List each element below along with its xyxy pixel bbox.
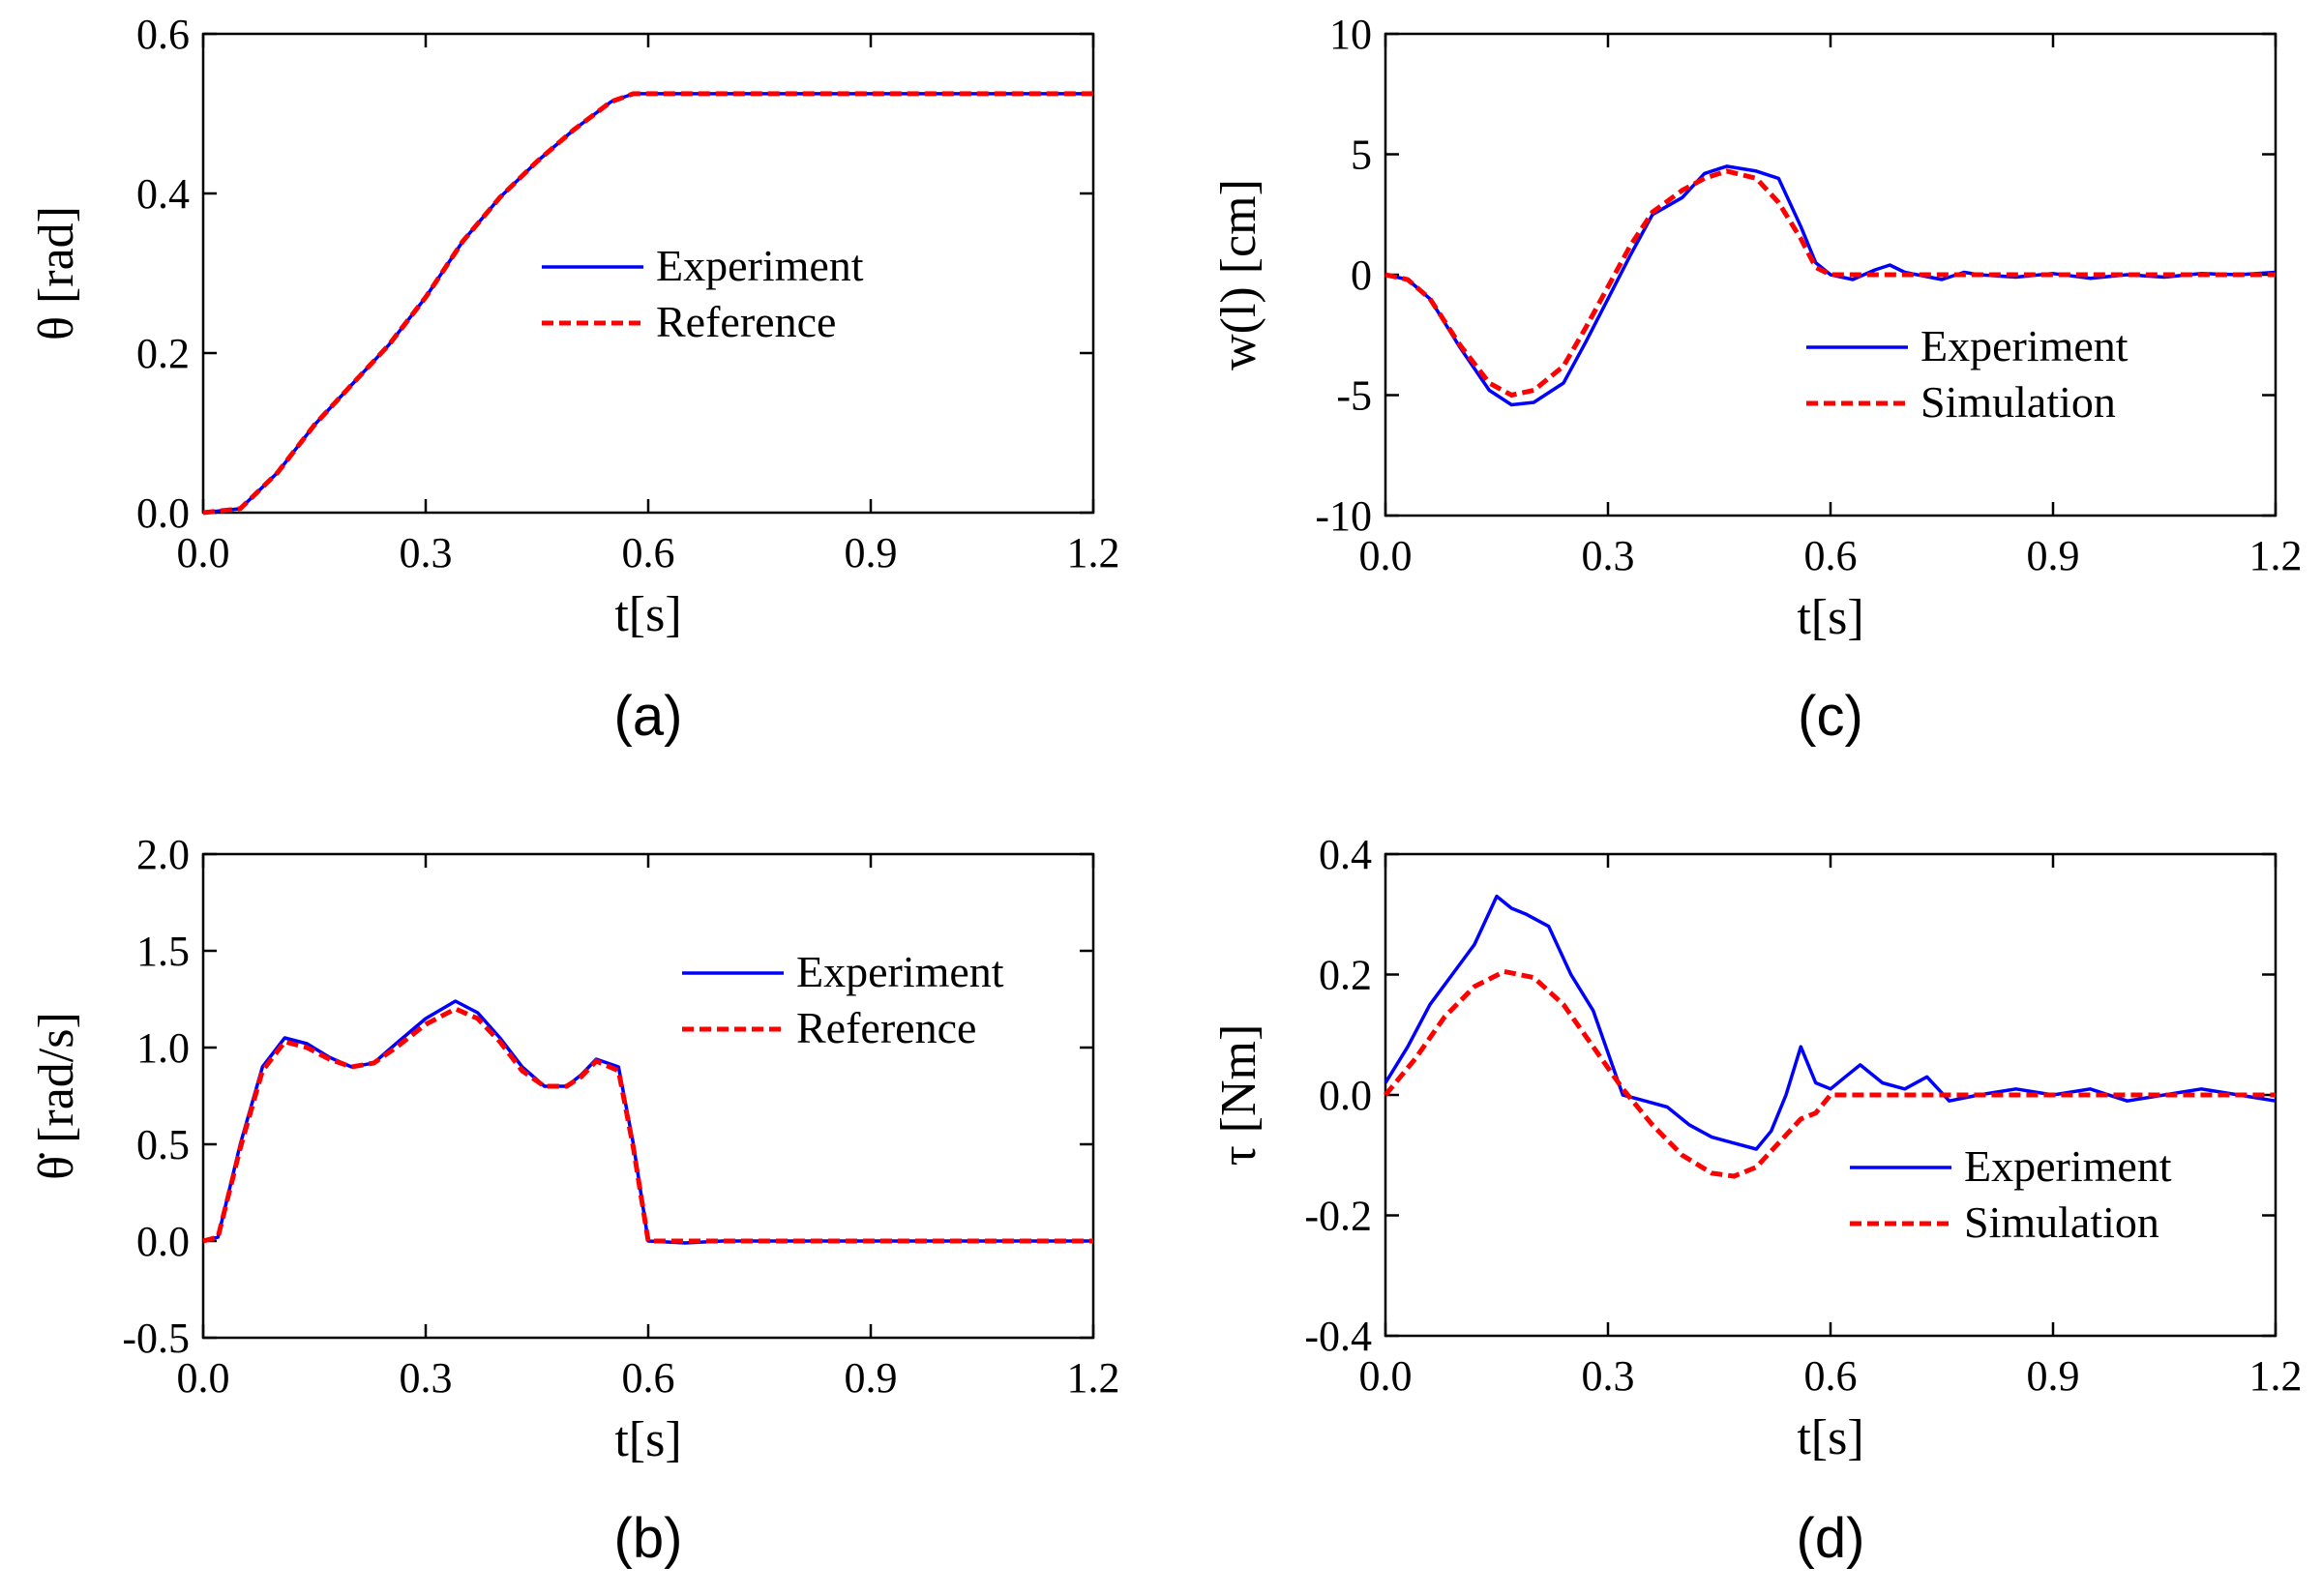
x-tick-label: 0.3 [1582, 1352, 1635, 1400]
x-tick-label: 0.3 [1582, 532, 1635, 579]
y-tick-label: 0.5 [136, 1121, 190, 1168]
y-tick-label: 2.0 [136, 831, 190, 878]
y-tick-label: 0.2 [1319, 952, 1372, 999]
panel-label: (a) [614, 685, 683, 748]
y-axis-label: θ [rad] [29, 206, 84, 340]
plot-frame [201, 32, 1095, 515]
series-line-experiment [1384, 164, 2277, 407]
x-axis-label: t[s] [614, 1412, 681, 1467]
y-axis-label: τ [Nm] [1211, 1024, 1266, 1167]
x-axis-label: t[s] [614, 587, 681, 642]
y-tick-label: -0.4 [1304, 1313, 1372, 1360]
legend-label-experiment: Experiment [1964, 1141, 2172, 1191]
y-tick-label: 5 [1351, 132, 1372, 179]
series-line-reference [202, 1006, 1093, 1244]
legend-label-experiment: Experiment [656, 241, 864, 290]
y-axis-label: w(l) [cm] [1211, 179, 1266, 370]
panel-label: (c) [1798, 685, 1863, 748]
panel-a: 0.0 0.3 0.6 0.9 1.2 0.0 0.2 0.4 0.6 t[s] θ [rad] (a… [29, 11, 1120, 748]
y-tick-label: 0 [1351, 251, 1372, 299]
plot-frame [201, 852, 1095, 1340]
legend-label-reference: Reference [796, 1003, 976, 1052]
x-tick-label: 0.0 [1359, 532, 1413, 579]
x-tick-label: 0.6 [1804, 532, 1858, 579]
y-tick-label: 0.6 [136, 11, 190, 58]
x-tick-label: 0.3 [400, 1354, 453, 1402]
legend-label-experiment: Experiment [1920, 321, 2128, 370]
series-line-experiment [1384, 894, 2277, 1151]
x-tick-label: 1.2 [2249, 1352, 2303, 1400]
panel-c: 0.0 0.3 0.6 0.9 1.2 -10 -5 0 5 10 t[s] w(l) [cm] (c)… [1211, 11, 2303, 748]
y-tick-label: 10 [1329, 11, 1372, 58]
legend-label-reference: Reference [656, 297, 836, 346]
y-tick-label: 0.4 [136, 170, 190, 218]
x-tick-label: 0.6 [622, 1354, 675, 1402]
x-tick-label: 0.6 [622, 529, 675, 576]
x-axis-label: t[s] [1797, 1410, 1863, 1465]
x-tick-label: 0.0 [177, 1354, 230, 1402]
legend-label-simulation: Simulation [1920, 377, 2116, 427]
x-tick-label: 1.2 [1067, 1354, 1120, 1402]
legend-label-simulation: Simulation [1964, 1197, 2159, 1247]
series-line-experiment [202, 92, 1093, 515]
y-tick-label: -5 [1336, 372, 1372, 420]
y-tick-label: -10 [1315, 492, 1372, 540]
y-tick-label: 1.0 [136, 1024, 190, 1072]
y-tick-label: 0.2 [136, 330, 190, 377]
y-tick-label: 0.0 [136, 489, 190, 537]
panel-label: (d) [1797, 1507, 1865, 1570]
x-axis-label: t[s] [1797, 590, 1863, 645]
series-line-reference [202, 91, 1093, 516]
x-tick-label: 0.9 [2027, 1352, 2080, 1400]
legend-label-experiment: Experiment [796, 947, 1004, 996]
x-tick-label: 0.9 [2027, 532, 2080, 579]
x-tick-label: 0.9 [845, 529, 898, 576]
y-axis-label: θ̇ [rad/s] [29, 1012, 84, 1180]
x-tick-label: 1.2 [2249, 532, 2303, 579]
series-line-simulation [1384, 168, 2276, 399]
x-tick-label: 1.2 [1067, 529, 1120, 576]
y-tick-label: 0.4 [1319, 831, 1372, 878]
y-tick-label: 0.0 [1319, 1072, 1372, 1119]
x-tick-label: 0.0 [177, 529, 230, 576]
panel-b: 0.0 0.3 0.6 0.9 1.2-0.50.00.51.01.52.0t[s]θ̇… [29, 831, 1120, 1570]
y-tick-label: -0.5 [122, 1315, 190, 1362]
x-tick-label: 0.6 [1804, 1352, 1858, 1400]
x-tick-label: 0.3 [400, 529, 453, 576]
x-tick-label: 0.9 [845, 1354, 898, 1402]
x-tick-label: 0.0 [1359, 1352, 1413, 1400]
panel-label: (b) [614, 1507, 683, 1570]
panel-d: 0.0 0.3 0.6 0.9 1.2 -0.4 -0.2 0.0 0.2 0.4 t[s] τ [N… [1211, 831, 2303, 1570]
y-tick-label: 1.5 [136, 928, 190, 975]
y-tick-label: 0.0 [136, 1218, 190, 1265]
y-tick-label: -0.2 [1304, 1193, 1372, 1240]
